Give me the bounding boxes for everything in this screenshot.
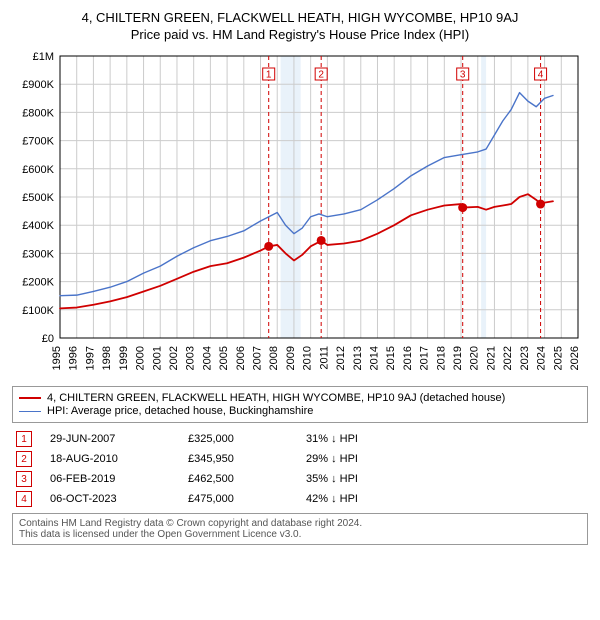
- x-tick-label: 2018: [435, 346, 447, 370]
- x-tick-label: 2006: [235, 346, 247, 370]
- footnote: Contains HM Land Registry data © Crown c…: [12, 513, 588, 545]
- sale-price: £345,950: [188, 453, 288, 465]
- y-tick-label: £900K: [22, 79, 54, 91]
- x-tick-label: 2007: [252, 346, 264, 370]
- y-tick-label: £700K: [22, 136, 54, 148]
- sale-delta: 29% ↓ HPI: [306, 453, 426, 465]
- sale-marker-cell: 3: [16, 471, 32, 487]
- x-tick-label: 2019: [452, 346, 464, 370]
- chart-container: 4, CHILTERN GREEN, FLACKWELL HEATH, HIGH…: [0, 0, 600, 553]
- sale-date: 29-JUN-2007: [50, 433, 170, 445]
- x-tick-label: 2003: [185, 346, 197, 370]
- sale-marker-cell: 4: [16, 491, 32, 507]
- chart-svg: £0 £100K £200K £300K £400K £500K £600K £700K £80…: [12, 48, 588, 378]
- x-tick-label: 1995: [51, 346, 63, 370]
- y-tick-label: £400K: [22, 220, 54, 232]
- x-tick-label: 2020: [469, 346, 481, 370]
- legend-swatch: [19, 411, 41, 412]
- sale-delta: 31% ↓ HPI: [306, 433, 426, 445]
- table-row: 4 06-OCT-2023 £475,000 42% ↓ HPI: [12, 489, 588, 509]
- sale-price: £475,000: [188, 493, 288, 505]
- legend: 4, CHILTERN GREEN, FLACKWELL HEATH, HIGH…: [12, 386, 588, 423]
- table-row: 3 06-FEB-2019 £462,500 35% ↓ HPI: [12, 469, 588, 489]
- x-tick-label: 2014: [368, 346, 380, 370]
- sale-marker-cell: 1: [16, 431, 32, 447]
- x-tick-label: 2004: [201, 346, 213, 370]
- y-tick-label: £0: [42, 333, 54, 345]
- x-tick-label: 2002: [168, 346, 180, 370]
- y-tick-label: £600K: [22, 164, 54, 176]
- sale-marker-label: 4: [538, 70, 544, 81]
- x-tick-label: 1996: [68, 346, 80, 370]
- y-tick-label: £800K: [22, 107, 54, 119]
- footnote-line-1: Contains HM Land Registry data © Crown c…: [19, 518, 581, 529]
- x-tick-label: 2022: [502, 346, 514, 370]
- x-tick-label: 2013: [352, 346, 364, 370]
- x-tick-label: 2012: [335, 346, 347, 370]
- x-tick-label: 1999: [118, 346, 130, 370]
- table-row: 2 18-AUG-2010 £345,950 29% ↓ HPI: [12, 449, 588, 469]
- sale-date: 06-FEB-2019: [50, 473, 170, 485]
- table-row: 1 29-JUN-2007 £325,000 31% ↓ HPI: [12, 429, 588, 449]
- sale-date: 18-AUG-2010: [50, 453, 170, 465]
- legend-label: 4, CHILTERN GREEN, FLACKWELL HEATH, HIGH…: [47, 392, 505, 404]
- y-tick-label: £300K: [22, 248, 54, 260]
- y-tick-label: £1M: [33, 51, 54, 63]
- x-tick-label: 2009: [285, 346, 297, 370]
- x-tick-label: 2023: [519, 346, 531, 370]
- sale-delta: 35% ↓ HPI: [306, 473, 426, 485]
- sale-marker-label: 1: [266, 70, 272, 81]
- x-tick-label: 2001: [151, 346, 163, 370]
- legend-swatch: [19, 397, 41, 399]
- x-tick-label: 2024: [536, 346, 548, 370]
- sale-date: 06-OCT-2023: [50, 493, 170, 505]
- y-tick-label: £100K: [22, 305, 54, 317]
- chart: £0 £100K £200K £300K £400K £500K £600K £700K £80…: [12, 48, 588, 378]
- y-tick-label: £500K: [22, 192, 54, 204]
- legend-row: HPI: Average price, detached house, Buck…: [19, 405, 581, 417]
- sale-delta: 42% ↓ HPI: [306, 493, 426, 505]
- x-tick-label: 2010: [302, 346, 314, 370]
- x-tick-label: 2026: [569, 346, 581, 370]
- title-line-2: Price paid vs. HM Land Registry's House …: [12, 27, 588, 42]
- x-tick-label: 2021: [485, 346, 497, 370]
- sale-marker-label: 2: [318, 70, 324, 81]
- sale-price: £462,500: [188, 473, 288, 485]
- title-line-1: 4, CHILTERN GREEN, FLACKWELL HEATH, HIGH…: [12, 10, 588, 25]
- sale-marker-label: 3: [460, 70, 466, 81]
- x-tick-label: 2015: [385, 346, 397, 370]
- footnote-line-2: This data is licensed under the Open Gov…: [19, 529, 581, 540]
- x-tick-label: 2016: [402, 346, 414, 370]
- legend-label: HPI: Average price, detached house, Buck…: [47, 405, 313, 417]
- x-tick-label: 2017: [419, 346, 431, 370]
- sale-price: £325,000: [188, 433, 288, 445]
- x-tick-label: 2025: [552, 346, 564, 370]
- x-tick-label: 2008: [268, 346, 280, 370]
- sales-table: 1 29-JUN-2007 £325,000 31% ↓ HPI 2 18-AUG-201…: [12, 429, 588, 509]
- x-tick-label: 2000: [135, 346, 147, 370]
- x-tick-label: 1998: [101, 346, 113, 370]
- x-tick-label: 2011: [318, 346, 330, 370]
- y-tick-label: £200K: [22, 277, 54, 289]
- sale-marker-cell: 2: [16, 451, 32, 467]
- x-tick-label: 2005: [218, 346, 230, 370]
- x-tick-label: 1997: [84, 346, 96, 370]
- legend-row: 4, CHILTERN GREEN, FLACKWELL HEATH, HIGH…: [19, 392, 581, 404]
